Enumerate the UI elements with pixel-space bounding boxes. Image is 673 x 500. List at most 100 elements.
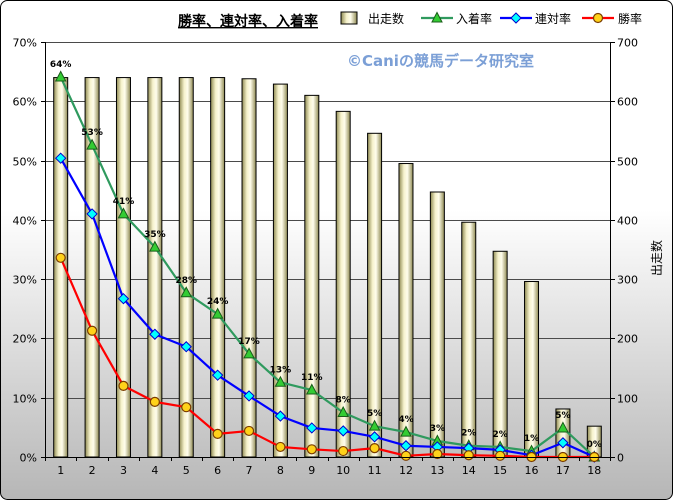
place-rate-line <box>59 76 596 458</box>
x-axis-tick-label: 17 <box>556 464 570 477</box>
win-rate-marker <box>243 425 255 437</box>
x-axis-tick-label: 5 <box>183 464 190 477</box>
x-axis-tick-label: 13 <box>430 464 444 477</box>
win-rate-marker <box>306 444 317 455</box>
place-rate-marker <box>305 383 318 395</box>
legend-entry-label: 出走数 <box>368 11 404 26</box>
place-rate-data-label: 2% <box>492 430 507 440</box>
gridlines <box>45 42 610 399</box>
place-rate-data-label: 5% <box>555 411 570 421</box>
left-axis-tick-label: 50% <box>13 156 37 169</box>
left-axis-tick-label: 40% <box>13 215 37 228</box>
chart-title: 勝率、連対率、入着率 <box>178 13 318 30</box>
legend: 出走数 入着率 連対率 勝率 <box>340 11 642 26</box>
legend-entry-label: 入着率 <box>456 11 492 26</box>
win-rate-marker <box>118 380 129 391</box>
starts-bar <box>429 191 445 458</box>
left-axis-tick-label: 20% <box>13 333 37 346</box>
top2-rate-marker <box>274 410 287 422</box>
top2-rate-marker <box>180 341 192 353</box>
top2-rate-marker <box>54 152 67 164</box>
place-rate-data-label: 13% <box>270 365 292 375</box>
place-rate-data-label: 28% <box>175 276 197 286</box>
right-axis-tick-label: 200 <box>617 333 638 346</box>
win-rate-marker <box>86 325 98 336</box>
place-rate-data-label: 53% <box>81 128 103 138</box>
top2-rate-marker <box>117 293 130 305</box>
x-axis-tick-label: 4 <box>151 464 158 477</box>
place-rate-marker <box>149 240 161 252</box>
place-rate-data-label: 24% <box>207 297 229 307</box>
watermark-text: ©Caniの競馬データ研究室 <box>347 52 534 70</box>
right-axis-title: 出走数 <box>649 240 664 276</box>
top2-rate-marker <box>368 431 381 443</box>
axes: 0%10%20%30%40%50%60%70%01002003004005006… <box>13 37 638 478</box>
starts-bar <box>398 163 414 458</box>
top2-rate-marker <box>557 437 569 449</box>
left-axis-tick-label: 0% <box>20 452 37 465</box>
x-axis-tick-label: 1 <box>57 464 64 477</box>
place-rate-data-label: 0% <box>587 440 602 450</box>
left-axis-tick-label: 10% <box>13 393 37 406</box>
place-rate-marker <box>400 425 412 437</box>
left-axis-tick-label: 60% <box>13 96 37 109</box>
starts-bar <box>210 77 226 458</box>
place-rate-data-label: 41% <box>113 197 135 207</box>
win-rate-marker <box>432 448 443 460</box>
x-axis-tick-label: 6 <box>214 464 221 477</box>
top2-rate-marker <box>243 390 255 402</box>
right-axis-tick-label: 0 <box>617 452 624 465</box>
place-rate-data-label: 4% <box>398 415 413 425</box>
place-rate-data-label: 17% <box>238 337 260 347</box>
place-rate-marker <box>54 70 67 82</box>
win-rate-marker <box>212 428 223 439</box>
legend-win-rate-marker-swatch <box>592 12 604 24</box>
right-axis-tick-label: 100 <box>617 393 638 406</box>
starts-bar <box>524 281 540 458</box>
data-labels: 64% 53% 41% 35% 28% 24% 17% 13% 11% 8% 5% 4% 3% 2% 2% 1… <box>50 60 602 450</box>
place-rate-marker <box>86 138 98 150</box>
x-axis-tick-label: 9 <box>308 464 315 477</box>
top2-rate-marker <box>86 208 98 220</box>
win-rate-marker <box>55 252 66 263</box>
x-axis-tick-label: 15 <box>493 464 507 477</box>
place-rate-data-label: 8% <box>336 396 351 406</box>
place-rate-marker <box>180 286 193 298</box>
starts-bar <box>304 94 320 458</box>
x-axis-tick-label: 14 <box>462 464 476 477</box>
right-axis-tick-label: 600 <box>617 96 638 109</box>
win-rate-marker <box>463 450 474 461</box>
win-rate-marker <box>338 445 349 457</box>
win-rate-marker <box>495 450 506 461</box>
top2-rate-marker <box>211 369 224 381</box>
win-rate-marker <box>181 402 192 413</box>
right-axis-tick-label: 300 <box>617 274 638 287</box>
right-axis-tick-label: 500 <box>617 156 638 169</box>
place-rate-marker <box>368 419 381 431</box>
starts-bar <box>461 221 477 458</box>
legend-entry-label: 連対率 <box>535 11 571 26</box>
left-axis-tick-label: 70% <box>13 37 37 50</box>
x-axis-tick-label: 16 <box>525 464 539 477</box>
win-rate-line <box>59 257 595 459</box>
place-rate-data-label: 11% <box>301 373 323 383</box>
x-axis-tick-label: 7 <box>246 464 253 477</box>
top2-rate-marker <box>337 425 349 437</box>
place-rate-data-label: 35% <box>144 230 166 240</box>
legend-bar-swatch <box>340 11 358 25</box>
place-rate-marker <box>557 421 569 433</box>
starts-bar <box>115 77 131 458</box>
place-rate-marker <box>211 307 224 319</box>
x-axis-tick-label: 10 <box>336 464 350 477</box>
top2-rate-marker <box>149 328 161 340</box>
left-axis-tick-label: 30% <box>13 274 37 287</box>
top2-rate-marker <box>306 422 318 434</box>
win-rate-marker <box>369 443 380 454</box>
place-rate-data-label: 64% <box>50 60 72 70</box>
place-rate-marker <box>117 207 130 219</box>
starts-bar <box>178 77 194 458</box>
legend-top2-rate-marker-swatch <box>510 12 522 24</box>
place-rate-marker <box>337 405 350 418</box>
legend-entry-label: 勝率 <box>618 11 642 26</box>
